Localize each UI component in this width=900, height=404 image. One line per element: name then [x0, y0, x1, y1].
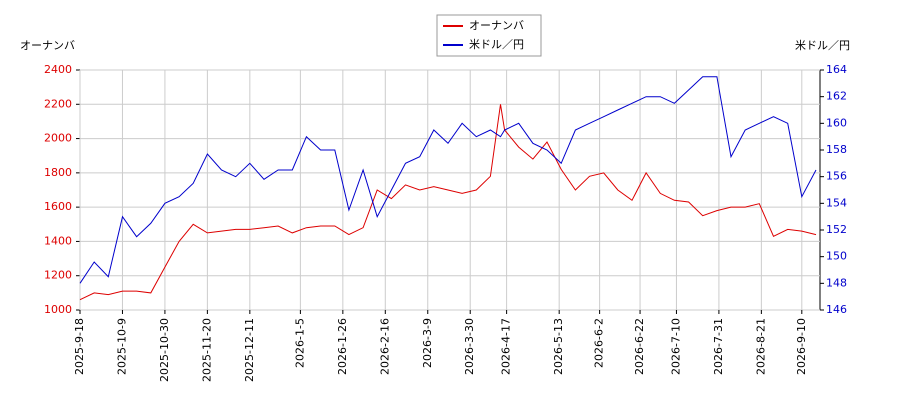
x-tick-label: 2025-10-9	[115, 318, 128, 375]
x-tick-label: 2026-5-13	[552, 318, 565, 375]
x-tick-label: 2026-3-9	[421, 318, 434, 368]
y-tick-label: 2000	[44, 132, 72, 145]
y-tick-label: 1000	[44, 303, 72, 316]
x-tick-label: 2026-6-2	[593, 318, 606, 368]
y-tick-label: 1800	[44, 166, 72, 179]
y2-tick-label: 152	[826, 223, 847, 236]
y2-tick-label: 146	[826, 303, 847, 316]
legend-label: オーナンバ	[469, 19, 524, 32]
x-tick-label: 2026-7-10	[669, 318, 682, 375]
x-tick-label: 2026-1-5	[293, 318, 306, 368]
x-tick-label: 2026-3-30	[463, 318, 476, 375]
x-tick-label: 2026-4-17	[500, 318, 513, 375]
y-tick-label: 1400	[44, 234, 72, 247]
y2-axis-label: 米ドル／円	[795, 39, 850, 52]
y2-tick-label: 156	[826, 170, 847, 183]
x-tick-label: 2026-1-26	[336, 318, 349, 375]
line-series	[79, 76, 817, 284]
y-tick-label: 1600	[44, 200, 72, 213]
x-tick-label: 2026-6-22	[633, 318, 646, 375]
y2-tick-label: 160	[826, 116, 847, 129]
x-tick-label: 2026-7-31	[712, 318, 725, 375]
y2-tick-label: 154	[826, 196, 847, 209]
legend	[436, 14, 542, 57]
x-tick-label: 2025-12-11	[243, 318, 256, 382]
x-tick-label: 2025-10-30	[158, 318, 171, 382]
line-series	[79, 104, 817, 301]
y2-tick-label: 164	[826, 63, 847, 76]
x-tick-label: 2026-8-21	[754, 318, 767, 375]
x-tick-label: 2026-2-16	[378, 318, 391, 375]
legend-label: 米ドル／円	[469, 38, 524, 51]
y2-tick-label: 148	[826, 276, 847, 289]
y-tick-label: 2400	[44, 63, 72, 76]
y2-tick-label: 158	[826, 143, 847, 156]
y-tick-label: 1200	[44, 269, 72, 282]
y2-tick-label: 162	[826, 90, 847, 103]
y-tick-label: 2200	[44, 97, 72, 110]
y2-tick-label: 150	[826, 250, 847, 263]
x-tick-label: 2025-9-18	[73, 318, 86, 375]
x-tick-label: 2026-9-10	[795, 318, 808, 375]
y-axis-label: オーナンバ	[20, 39, 75, 52]
x-tick-label: 2025-11-20	[200, 318, 213, 382]
